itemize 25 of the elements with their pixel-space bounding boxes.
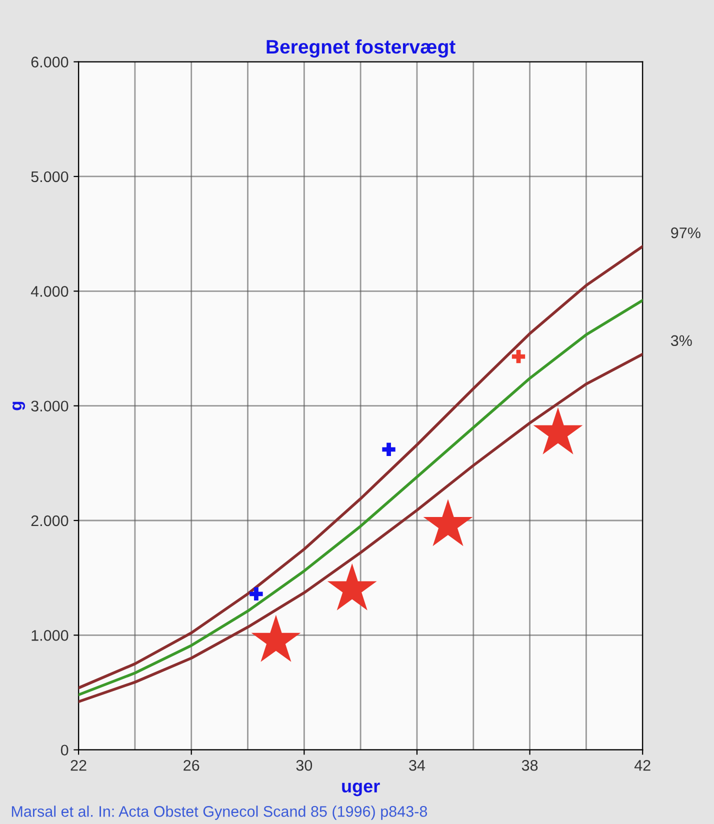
- x-tick-label: 22: [70, 760, 86, 771]
- y-tick-label: 2.000: [31, 515, 68, 526]
- x-tick-label: 34: [409, 760, 426, 771]
- line-series: [78, 352, 643, 704]
- series-label: 97%: [671, 227, 700, 238]
- x-axis-title: uger: [342, 782, 380, 796]
- y-axis-title: g: [12, 402, 26, 410]
- y-tick-label: 5.000: [31, 171, 68, 182]
- chart-title: Beregnet fostervægt: [266, 39, 456, 58]
- y-tick-label: 3.000: [31, 400, 68, 412]
- point: [423, 499, 473, 546]
- x-tick-label: 38: [522, 760, 538, 771]
- point: [327, 563, 377, 610]
- x-tick-label: 42: [634, 760, 650, 771]
- text: Marsal et al. In: Acta Obstet Gynecol Scand 85 (1996) p843-8: [12, 806, 428, 820]
- x-tick-label: 26: [184, 760, 200, 771]
- series-label: 3%: [670, 335, 692, 346]
- point: [382, 442, 396, 456]
- point: [512, 350, 526, 364]
- y-tick-label: 1.000: [32, 630, 68, 641]
- y-tick-label: 4.000: [30, 286, 68, 297]
- y-tick-label: 0: [60, 744, 68, 756]
- y-tick-label: 6.000: [31, 56, 68, 68]
- x-tick-label: 30: [296, 760, 312, 771]
- point: [251, 614, 301, 662]
